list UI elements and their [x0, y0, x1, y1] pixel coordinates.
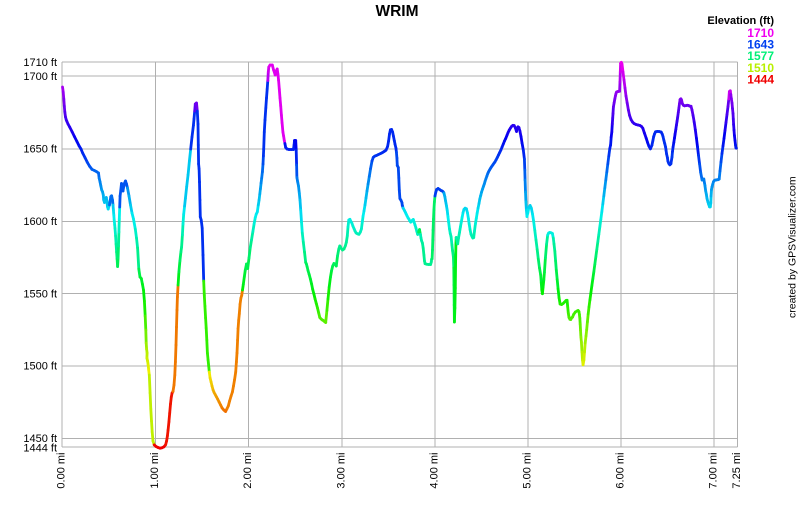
svg-text:1510: 1510	[747, 61, 774, 75]
svg-text:1500 ft: 1500 ft	[23, 361, 57, 373]
svg-text:created by GPSVisualizer.com: created by GPSVisualizer.com	[787, 176, 799, 318]
svg-text:1710 ft: 1710 ft	[23, 57, 57, 69]
svg-text:1710: 1710	[747, 26, 774, 40]
svg-text:5.00 mi: 5.00 mi	[522, 453, 534, 489]
svg-text:3.00 mi: 3.00 mi	[335, 453, 347, 489]
svg-text:1700 ft: 1700 ft	[23, 71, 57, 83]
svg-text:1600 ft: 1600 ft	[23, 216, 57, 228]
svg-text:WRIM: WRIM	[375, 3, 418, 20]
svg-text:1450 ft: 1450 ft	[23, 433, 57, 445]
svg-text:Elevation (ft): Elevation (ft)	[707, 15, 774, 27]
svg-text:1.00 mi: 1.00 mi	[149, 453, 161, 489]
svg-text:1444 ft: 1444 ft	[23, 442, 57, 454]
svg-text:7.25 mi: 7.25 mi	[731, 453, 743, 489]
svg-text:1650 ft: 1650 ft	[23, 144, 57, 156]
svg-text:7.00 mi: 7.00 mi	[708, 453, 720, 489]
svg-text:1444: 1444	[747, 72, 774, 86]
svg-text:1643: 1643	[747, 38, 774, 52]
svg-text:1550 ft: 1550 ft	[23, 288, 57, 300]
svg-text:0.00 mi: 0.00 mi	[56, 453, 68, 489]
svg-text:2.00 mi: 2.00 mi	[242, 453, 254, 489]
svg-text:1577: 1577	[747, 49, 774, 63]
svg-text:4.00 mi: 4.00 mi	[428, 453, 440, 489]
svg-text:6.00 mi: 6.00 mi	[615, 453, 627, 489]
